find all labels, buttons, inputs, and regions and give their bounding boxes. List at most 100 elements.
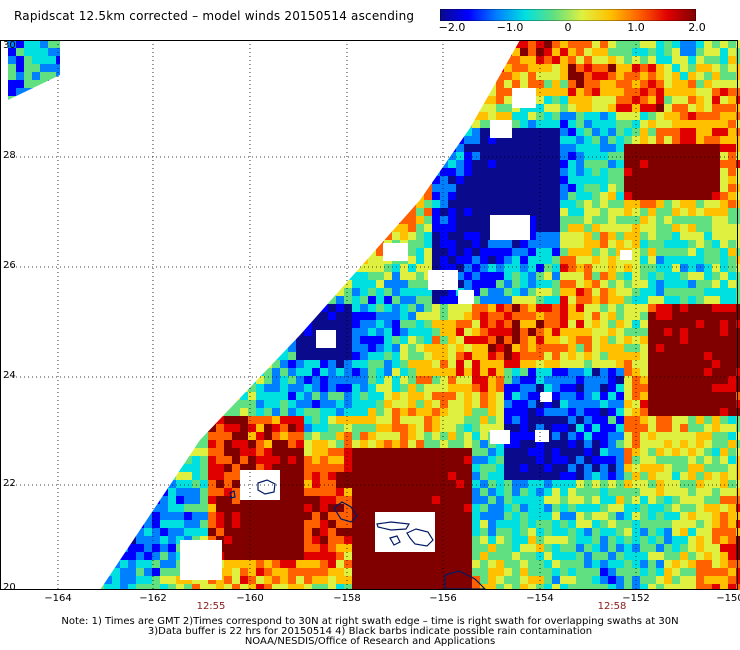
wind-cell [504, 208, 512, 216]
wind-cell [392, 320, 400, 328]
wind-cell [456, 432, 464, 440]
wind-cell [528, 352, 536, 360]
wind-cell [688, 408, 696, 416]
wind-cell [664, 328, 672, 336]
wind-cell [472, 408, 480, 416]
wind-cell [488, 312, 496, 320]
wind-cell [296, 384, 304, 392]
wind-cell [592, 144, 600, 152]
wind-cell [512, 64, 520, 72]
wind-cell [272, 256, 280, 264]
wind-cell [608, 488, 616, 496]
wind-cell [728, 472, 736, 480]
wind-cell [504, 336, 512, 344]
wind-cell [544, 376, 552, 384]
wind-cell [216, 424, 224, 432]
wind-cell [664, 88, 672, 96]
wind-cell [728, 256, 736, 264]
wind-cell [336, 328, 344, 336]
wind-cell [120, 72, 128, 80]
wind-cell [328, 72, 336, 80]
wind-cell [656, 320, 664, 328]
wind-cell [672, 480, 680, 488]
wind-cell [120, 312, 128, 320]
wind-cell [696, 328, 704, 336]
wind-cell [216, 328, 224, 336]
wind-cell [100, 64, 104, 72]
wind-cell [424, 400, 432, 408]
wind-cell [600, 136, 608, 144]
wind-cell [248, 400, 256, 408]
wind-cell [656, 168, 664, 176]
wind-cell [472, 160, 480, 168]
wind-cell [232, 400, 240, 408]
wind-cell [424, 72, 432, 80]
wind-cell [592, 288, 600, 296]
wind-cell [256, 408, 264, 416]
wind-cell [176, 112, 184, 120]
wind-cell [640, 488, 648, 496]
wind-cell [232, 320, 240, 328]
wind-cell [216, 440, 224, 448]
wind-cell [240, 344, 248, 352]
wind-cell [464, 128, 472, 136]
wind-cell [616, 128, 624, 136]
wind-cell [464, 344, 472, 352]
wind-cell [600, 336, 608, 344]
wind-cell [360, 320, 368, 328]
wind-cell [360, 432, 368, 440]
wind-cell [688, 376, 696, 384]
wind-cell [160, 360, 168, 368]
wind-cell [544, 504, 552, 512]
wind-cell [120, 512, 128, 520]
wind-cell [464, 520, 472, 528]
wind-cell [168, 128, 176, 136]
wind-cell [480, 320, 488, 328]
wind-cell [688, 344, 696, 352]
wind-cell [624, 112, 632, 120]
wind-cell [200, 160, 208, 168]
wind-cell [704, 496, 712, 504]
wind-cell [568, 128, 576, 136]
wind-cell [416, 88, 424, 96]
wind-cell [432, 424, 440, 432]
wind-cell [344, 248, 352, 256]
wind-cell [624, 240, 632, 248]
wind-cell [168, 392, 176, 400]
wind-cell [264, 144, 272, 152]
wind-cell [584, 264, 592, 272]
wind-cell [344, 432, 352, 440]
wind-cell [192, 248, 200, 256]
wind-cell [176, 64, 184, 72]
wind-cell [680, 520, 688, 528]
wind-cell [416, 304, 424, 312]
wind-cell [368, 192, 376, 200]
wind-cell [648, 400, 656, 408]
wind-cell [408, 160, 416, 168]
wind-cell [176, 400, 184, 408]
wind-cell [712, 56, 720, 64]
wind-cell [312, 152, 320, 160]
wind-cell [616, 400, 624, 408]
wind-cell [408, 64, 416, 72]
wind-cell [576, 504, 584, 512]
wind-cell [664, 144, 672, 152]
wind-cell [512, 80, 520, 88]
wind-cell [248, 112, 256, 120]
wind-cell [432, 112, 440, 120]
wind-cell [208, 384, 216, 392]
wind-cell [584, 360, 592, 368]
wind-cell [528, 520, 536, 528]
wind-cell [672, 88, 680, 96]
wind-cell [240, 80, 248, 88]
wind-cell [512, 56, 520, 64]
wind-cell [592, 344, 600, 352]
wind-cell [184, 104, 192, 112]
wind-cell [552, 448, 560, 456]
wind-cell [376, 496, 384, 504]
wind-cell [168, 416, 176, 424]
wind-cell [312, 64, 320, 72]
wind-cell [240, 248, 248, 256]
wind-cell [656, 248, 664, 256]
wind-cell [720, 168, 728, 176]
